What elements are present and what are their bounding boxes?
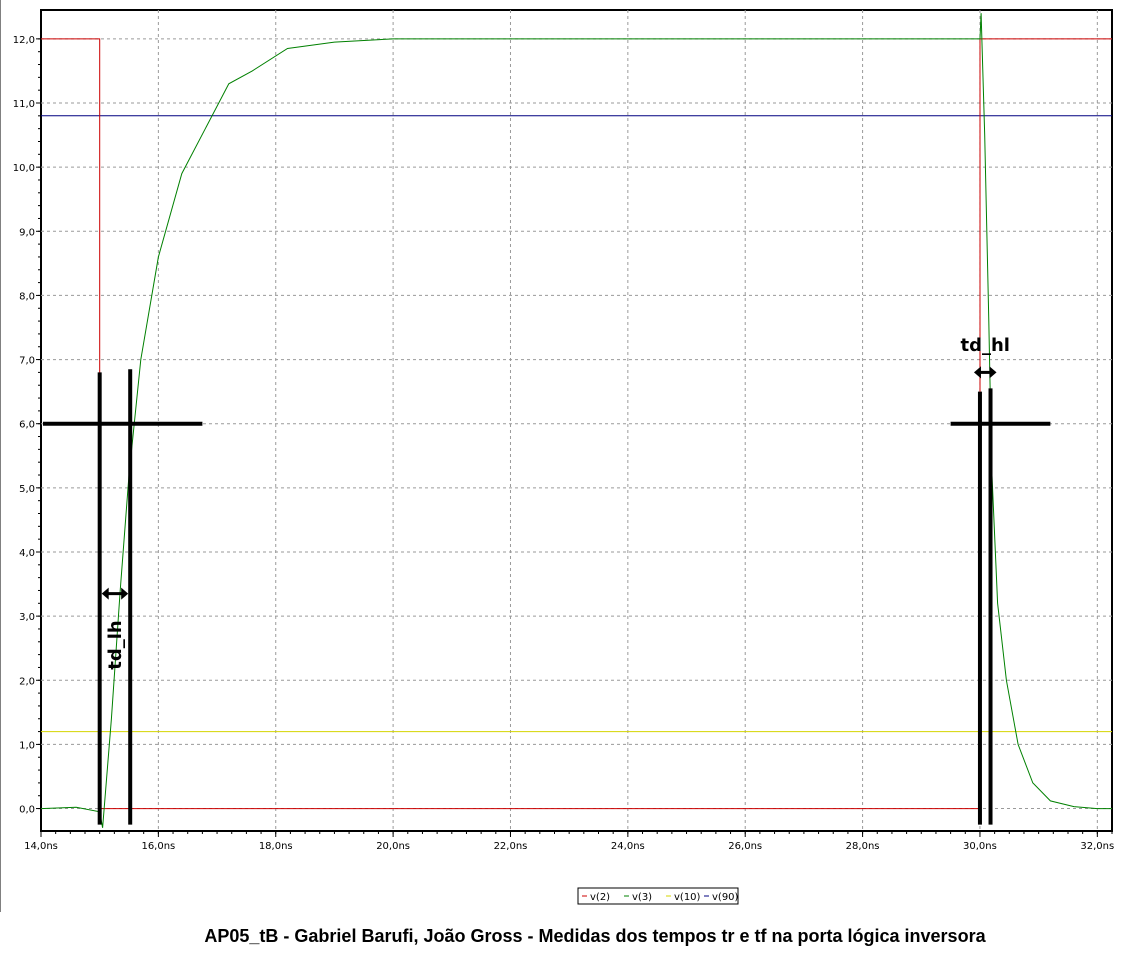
arrow-head-right [121, 587, 129, 600]
x-axis: 14,0ns 16,0ns 18,0ns 20,0ns 22,0ns 24,0ns 26,0… [24, 831, 1114, 852]
x-tick-label: 16,0ns [141, 841, 175, 852]
legend-label-v3: v(3) [632, 892, 652, 903]
y-tick-label: 0,0 [19, 805, 35, 816]
annotation-group: td_lh td_hl [43, 335, 1051, 825]
y-tick-label: 1,0 [19, 740, 35, 751]
legend-label-v10: v(10) [674, 892, 701, 903]
y-tick-label: 9,0 [19, 227, 35, 238]
arrow-td-lh [101, 587, 129, 600]
y-axis: 0,0 1,0 2,0 3,0 4,0 5,0 6,0 7,0 8,0 9,0 10,0 11,0 12… [13, 35, 41, 816]
legend: v(2) v(3) v(10) v(90) [577, 887, 739, 905]
label-td-lh: td_lh [105, 620, 126, 669]
y-tick-label: 2,0 [19, 676, 35, 687]
y-tick-label: 10,0 [13, 163, 35, 174]
x-tick-label: 24,0ns [611, 841, 645, 852]
arrow-head-left [973, 366, 981, 379]
x-tick-label: 20,0ns [376, 841, 410, 852]
x-tick-label: 22,0ns [494, 841, 528, 852]
series-group [40, 13, 1112, 828]
y-tick-label: 5,0 [19, 484, 35, 495]
legend-box [577, 887, 739, 905]
y-tick-label: 8,0 [19, 291, 35, 302]
chart-caption: AP05_tB - Gabriel Barufi, João Gross - M… [204, 926, 986, 946]
arrow-td-hl [973, 366, 997, 379]
arrow-head-left [101, 587, 109, 600]
y-tick-label: 7,0 [19, 356, 35, 367]
x-tick-label: 32,0ns [1080, 841, 1114, 852]
series-line-v2 [41, 38, 1112, 810]
legend-label-v2: v(2) [590, 892, 610, 903]
y-tick-label: 12,0 [13, 35, 35, 46]
arrow-head-right [989, 366, 997, 379]
y-tick-label: 4,0 [19, 548, 35, 559]
x-tick-label: 26,0ns [728, 841, 762, 852]
series-line-v3 [40, 13, 1112, 828]
legend-label-v90: v(90) [712, 892, 739, 903]
y-tick-label: 6,0 [19, 420, 35, 431]
x-tick-label: 14,0ns [24, 841, 58, 852]
y-tick-label: 3,0 [19, 612, 35, 623]
y-tick-label: 11,0 [13, 99, 35, 110]
plot-area [40, 9, 1113, 832]
x-tick-label: 18,0ns [259, 841, 293, 852]
x-tick-label: 28,0ns [846, 841, 880, 852]
x-tick-label: 30,0ns [963, 841, 997, 852]
label-td-hl: td_hl [960, 335, 1009, 356]
